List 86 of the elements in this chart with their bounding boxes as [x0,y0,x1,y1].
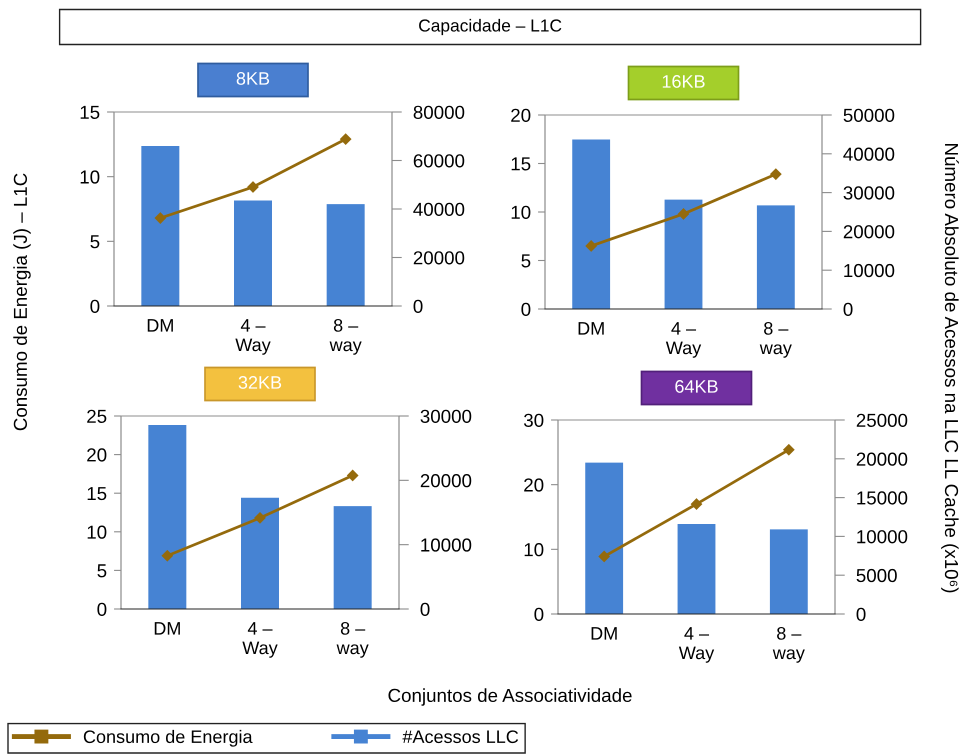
bar [756,205,795,309]
y-tick-label: 10 [512,206,530,219]
bar [141,146,180,306]
bar [334,506,372,609]
point [586,240,597,252]
y-tick-label: 5 [521,254,530,268]
x-axis-title: Conjuntos de Associatividade [388,688,632,706]
y2-tick-label: 60000 [414,154,464,168]
bar [234,200,272,306]
y-tick-label: 20 [524,478,544,492]
y2-tick-label: 0 [856,608,866,621]
y-tick-label: 0 [90,300,100,313]
x-tick-label: 4 – Way [242,622,278,658]
point [340,134,352,145]
y2-tick-label: 10000 [421,538,472,552]
y-tick-label: 0 [97,602,106,616]
y2-tick-label: 25000 [856,414,908,427]
bar [678,524,716,614]
y-tick-label: 5 [90,235,100,248]
bar [770,529,808,614]
y-tick-label: 5 [97,564,106,578]
y-tick-label: 15 [512,157,530,170]
y2-tick-label: 20000 [420,474,472,488]
point [347,470,358,482]
bar [572,139,610,309]
point [254,512,266,524]
y-tick-label: 15 [80,106,100,119]
y-tick-label: 10 [88,526,106,539]
bar [241,498,279,609]
point [678,208,690,220]
x-tick-label: DM [592,627,617,640]
x-tick-label: 4 – Way [678,627,714,663]
chart-title: 32KB [238,376,282,389]
legend-label: Consumo de Energia [84,730,253,747]
y2-tick-label: 50000 [844,108,894,122]
y2-tick-label: 10000 [844,264,894,278]
y-tick-label: 30 [524,414,544,427]
point [154,212,166,224]
y2-tick-label: 40000 [413,202,464,216]
bar [326,204,365,306]
chart-title: 16KB [662,75,705,88]
text: Capacidade – L1C [419,18,562,36]
chart-title: 8KB [236,72,270,85]
y2-tick-label: 20000 [844,225,894,238]
y-tick-label: 15 [88,487,106,500]
y2-tick-label: 0 [414,300,423,313]
point [690,498,702,510]
x-tick-label: 8 – way [760,322,792,358]
point [598,550,610,562]
y-tick-label: 10 [524,543,544,556]
y-tick-label: 25 [87,410,106,423]
point [247,181,259,193]
y2-tick-label: 5000 [856,568,897,582]
point [770,168,782,180]
x-tick-label: DM [154,622,180,635]
y-tick-label: 20 [511,108,530,122]
bar [585,462,624,614]
y2-tick-label: 0 [420,602,430,616]
chart-title: 64KB [675,380,718,393]
y-tick-label: 0 [534,608,544,621]
x-tick-label: 8 – way [330,318,362,355]
y2-axis-title: Número Absoluto de Acessos na LLC LL Cache (x10⁶) [941,144,959,592]
x-tick-label: 4 – Way [235,319,271,355]
x-tick-label: 4 – Way [666,322,702,358]
x-tick-label: DM [578,322,604,335]
y2-tick-label: 40000 [843,148,894,161]
y2-tick-label: 0 [844,302,853,316]
y2-tick-label: 20000 [856,452,908,466]
y2-tick-label: 10000 [857,530,908,544]
point [162,550,173,562]
bar [664,200,702,309]
y-tick-label: 0 [521,302,530,316]
legend-label: #Acessos LLC [402,730,518,744]
x-tick-label: DM [148,319,173,332]
x-tick-label: 8 – way [336,622,369,658]
y2-tick-label: 30000 [420,410,472,423]
y-axis-title: Consumo de Energia (J) – L1C [13,173,31,430]
y2-tick-label: 80000 [414,106,464,119]
y2-tick-label: 20000 [414,251,464,264]
y-tick-label: 20 [87,448,106,462]
x-tick-label: 8 – way [772,626,805,663]
y2-tick-label: 30000 [844,186,894,200]
y-tick-label: 10 [80,170,100,184]
bar [148,425,186,609]
y2-tick-label: 15000 [857,491,908,505]
point [783,444,794,456]
